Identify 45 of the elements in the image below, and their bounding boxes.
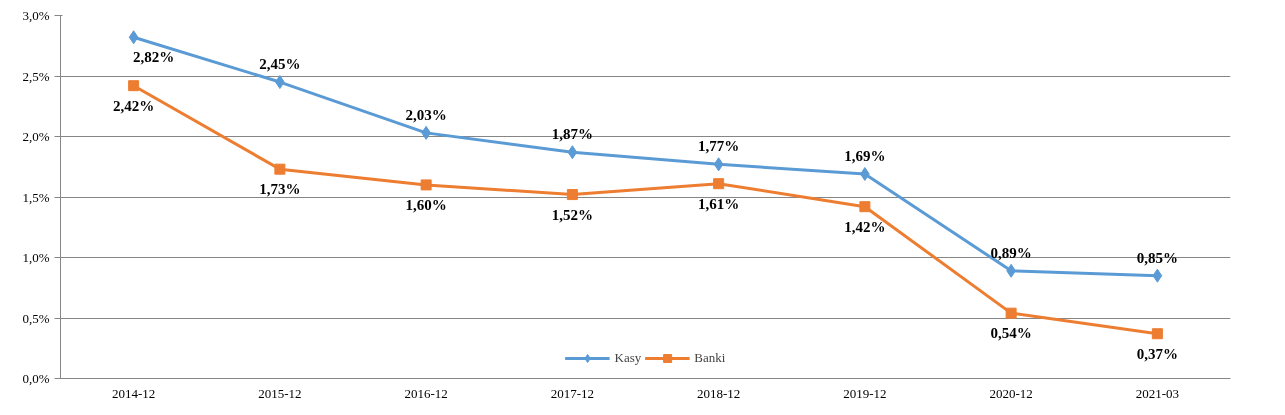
data-label: 1,87% bbox=[551, 126, 593, 143]
point bbox=[274, 163, 286, 175]
point bbox=[567, 145, 578, 160]
data-label: 1,77% bbox=[698, 138, 740, 155]
data-label: 1,69% bbox=[844, 148, 886, 165]
data-label: 2,03% bbox=[405, 106, 447, 123]
x-tick-label: 2014-12 bbox=[111, 385, 156, 401]
x-tick-label: 2016-12 bbox=[404, 385, 448, 401]
data-label: 2,45% bbox=[259, 56, 301, 73]
data-label: 1,60% bbox=[405, 196, 447, 213]
point bbox=[1152, 268, 1163, 283]
point bbox=[1005, 307, 1017, 319]
data-label: 1,73% bbox=[259, 181, 301, 198]
point bbox=[420, 179, 432, 191]
y-tick-label: 1,0% bbox=[22, 250, 50, 265]
legend-label: Banki bbox=[694, 350, 726, 366]
point bbox=[713, 178, 725, 190]
y-tick-label: 3,0% bbox=[22, 8, 50, 23]
y-tick-label: 0,5% bbox=[22, 310, 50, 326]
x-tick-label: 2017-12 bbox=[550, 385, 595, 401]
data-label: 0,89% bbox=[990, 244, 1032, 261]
legend-label: Kasy bbox=[614, 350, 642, 366]
data-label: 2,42% bbox=[113, 97, 155, 114]
x-tick-label: 2015-12 bbox=[258, 385, 302, 401]
point bbox=[1151, 328, 1163, 340]
data-label: 1,42% bbox=[844, 218, 886, 235]
data-label: 0,54% bbox=[990, 325, 1032, 342]
point bbox=[128, 80, 140, 92]
x-tick-label: 2019-12 bbox=[843, 385, 887, 401]
x-tick-label: 2018-12 bbox=[696, 385, 741, 401]
data-label: 0,85% bbox=[1136, 249, 1178, 266]
x-tick-label: 2021-03 bbox=[1135, 385, 1180, 401]
x-tick-label: 2020-12 bbox=[989, 385, 1033, 401]
data-label: 1,52% bbox=[551, 206, 593, 223]
y-tick-label: 2,0% bbox=[22, 129, 50, 144]
y-tick-label: 1,5% bbox=[22, 189, 50, 205]
data-label: 0,37% bbox=[1136, 345, 1178, 362]
point bbox=[859, 201, 871, 213]
point bbox=[128, 30, 139, 45]
point bbox=[566, 189, 578, 201]
data-label: 2,82% bbox=[133, 49, 175, 66]
data-label: 1,61% bbox=[698, 195, 740, 212]
point bbox=[713, 157, 724, 172]
y-tick-label: 0,0% bbox=[22, 371, 50, 386]
y-tick-label: 2,5% bbox=[22, 68, 50, 84]
